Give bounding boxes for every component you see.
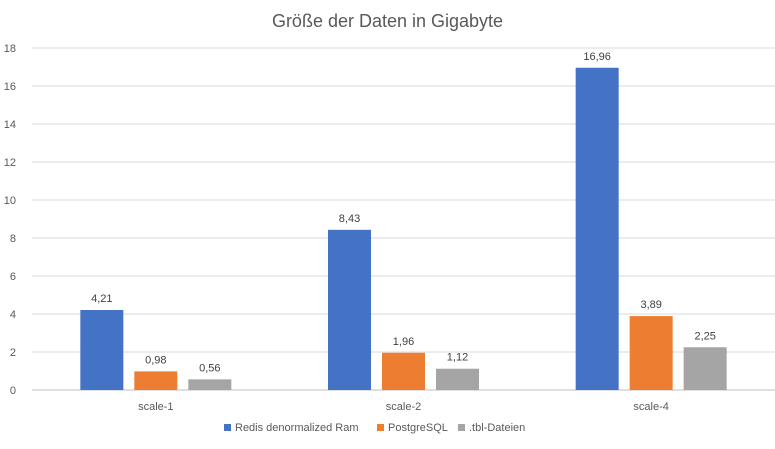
x-tick-label: scale-2 [386, 401, 421, 413]
bar [80, 310, 124, 390]
y-tick-label: 2 [10, 347, 16, 359]
data-labels: 4,21 0,98 0,56 8,43 1,96 1,12 16,96 3,89 2,25 [91, 51, 716, 375]
x-tick-label: scale-1 [138, 401, 173, 413]
y-axis-tick-labels: 0 2 4 6 8 10 12 14 16 18 [4, 43, 16, 397]
data-label: 16,96 [583, 51, 611, 63]
bar [188, 379, 232, 390]
data-label: 3,89 [640, 299, 661, 311]
legend-swatch [458, 424, 465, 431]
legend-label: PostgreSQL [388, 422, 448, 434]
y-tick-label: 4 [10, 309, 16, 321]
bar [382, 352, 425, 390]
legend: Redis denormalized Ram PostgreSQL .tbl-Dat… [224, 422, 525, 434]
y-tick-label: 12 [4, 157, 16, 169]
data-label: 1,12 [447, 352, 468, 364]
data-label: 8,43 [339, 213, 360, 225]
x-axis-tick-labels: scale-1 scale-2 scale-4 [138, 401, 669, 413]
data-label: 0,98 [145, 354, 166, 366]
y-tick-label: 10 [4, 195, 16, 207]
bar [328, 229, 371, 390]
data-label: 4,21 [91, 293, 112, 305]
y-tick-label: 16 [4, 81, 16, 93]
bar [436, 368, 479, 390]
y-tick-label: 14 [4, 119, 16, 131]
y-tick-label: 8 [10, 233, 16, 245]
bar [629, 316, 673, 390]
bar [683, 347, 727, 390]
y-tick-label: 0 [10, 385, 16, 397]
data-label: 1,96 [393, 336, 414, 348]
legend-swatch [224, 424, 231, 431]
gridlines [32, 47, 775, 391]
data-label: 2,25 [694, 330, 715, 342]
legend-label: Redis denormalized Ram [235, 422, 359, 434]
bar [575, 67, 619, 390]
bars [80, 67, 727, 390]
y-tick-label: 18 [4, 43, 16, 55]
legend-swatch [377, 424, 384, 431]
legend-label: .tbl-Dateien [469, 422, 525, 434]
chart-title: Größe der Daten in Gigabyte [272, 11, 503, 31]
bar [134, 371, 178, 390]
data-label: 0,56 [199, 362, 220, 374]
x-tick-label: scale-4 [633, 401, 668, 413]
y-tick-label: 6 [10, 271, 16, 283]
